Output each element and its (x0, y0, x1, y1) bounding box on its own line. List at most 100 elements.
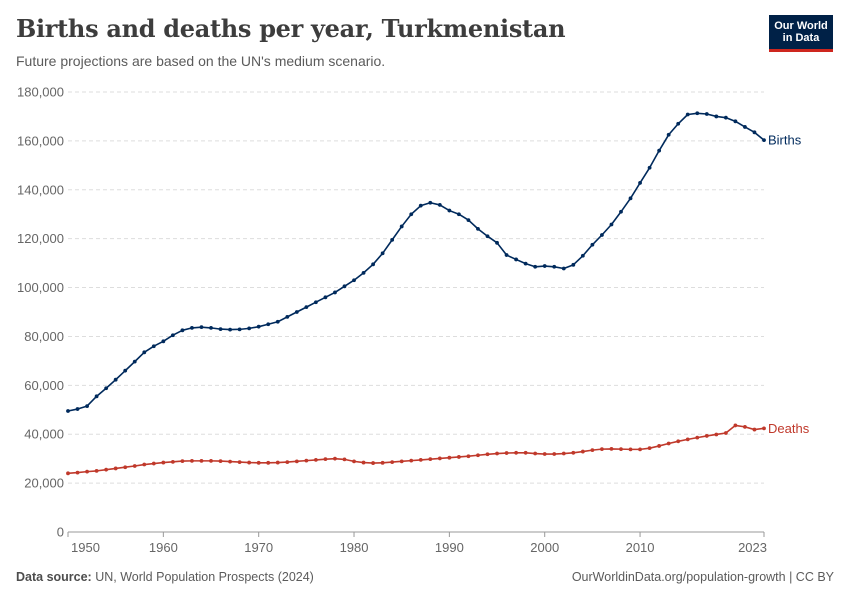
series-lines (66, 111, 766, 476)
data-point (123, 465, 128, 470)
data-point (285, 460, 290, 464)
data-point (94, 468, 99, 473)
data-point (313, 300, 318, 305)
y-tick-label: 140,000 (17, 182, 64, 197)
grid-lines (68, 91, 764, 484)
data-point (609, 222, 614, 227)
x-tick-label: 1980 (340, 540, 369, 555)
data-point (542, 264, 547, 268)
data-point (743, 125, 747, 129)
data-point (762, 138, 766, 143)
data-point (638, 181, 642, 185)
data-point (762, 426, 766, 431)
data-point (504, 253, 509, 257)
data-point (170, 459, 175, 464)
data-point (504, 451, 509, 455)
data-point (85, 469, 89, 474)
data-point (571, 262, 576, 267)
data-point (714, 114, 719, 119)
data-point (275, 319, 280, 324)
x-tick-label: 1990 (435, 540, 464, 555)
data-point (342, 284, 347, 289)
data-point (600, 233, 604, 237)
data-point (247, 326, 252, 331)
data-point (342, 457, 347, 462)
y-tick-label: 160,000 (17, 133, 64, 148)
data-point (523, 450, 528, 455)
data-point (94, 394, 99, 399)
data-point (275, 460, 280, 465)
data-point (123, 368, 128, 373)
data-point (590, 448, 595, 453)
data-point (228, 327, 232, 332)
data-point (723, 115, 728, 120)
data-point (580, 449, 585, 454)
data-point (285, 314, 290, 319)
data-point (523, 261, 528, 266)
footer-link[interactable]: OurWorldinData.org/population-growth | C… (571, 570, 834, 584)
data-point (161, 339, 166, 344)
x-tick-label: 1960 (149, 540, 178, 555)
data-point (485, 452, 490, 457)
data-point (695, 435, 700, 440)
data-point (600, 447, 604, 452)
data-point (476, 226, 480, 231)
data-point (352, 278, 356, 283)
data-point (628, 447, 633, 452)
data-point (723, 431, 728, 435)
owid-logo[interactable]: Our World in Data (769, 15, 833, 52)
data-point (752, 427, 757, 432)
axes: 0 20,000 40,000 60,000 80,000 100,000 120,000 1… (17, 85, 767, 556)
y-tick-label: 180,000 (17, 85, 64, 100)
data-point (590, 242, 595, 247)
y-tick-label: 20,000 (24, 476, 64, 491)
data-point (466, 218, 471, 222)
data-point (66, 471, 70, 476)
series-label-births: Births (768, 133, 802, 148)
data-point (695, 111, 700, 116)
data-point (561, 451, 566, 456)
data-point (85, 404, 89, 409)
data-point (132, 464, 137, 468)
data-point (75, 407, 80, 411)
x-tick-label: 2023 (738, 540, 767, 555)
data-point (437, 456, 442, 461)
chart-subtitle: Future projections are based on the UN's… (16, 53, 386, 69)
x-tick-label: 2010 (626, 540, 655, 555)
data-point (466, 454, 471, 459)
y-tick-label: 40,000 (24, 427, 64, 442)
data-point (256, 460, 261, 465)
data-point (151, 461, 156, 466)
data-point (533, 264, 538, 269)
data-point (361, 460, 366, 465)
data-point (380, 251, 385, 256)
data-point (104, 386, 109, 391)
data-point (266, 322, 271, 327)
data-source-label: Data source: (16, 570, 92, 584)
data-point (199, 458, 204, 463)
data-point (619, 447, 623, 452)
y-tick-label: 60,000 (24, 378, 64, 393)
data-point (704, 112, 709, 116)
data-source-text[interactable]: UN, World Population Prospects (2024) (95, 570, 314, 584)
y-tick-label: 80,000 (24, 329, 64, 344)
data-point (743, 424, 747, 429)
data-point (666, 441, 671, 446)
data-point (628, 196, 633, 201)
data-point (247, 460, 252, 465)
data-point (199, 325, 204, 330)
data-point (457, 212, 461, 217)
data-point (333, 290, 337, 295)
data-point (294, 310, 299, 314)
data-point (428, 457, 433, 462)
x-tick-label: 1970 (244, 540, 273, 555)
data-point (418, 203, 423, 208)
data-point (390, 460, 395, 464)
data-source: Data source: UN, World Population Prospe… (16, 570, 314, 584)
data-point (447, 455, 452, 460)
data-point (552, 264, 557, 269)
data-point (228, 459, 232, 464)
data-point (304, 305, 309, 310)
data-point (180, 328, 185, 333)
data-point (704, 434, 709, 438)
